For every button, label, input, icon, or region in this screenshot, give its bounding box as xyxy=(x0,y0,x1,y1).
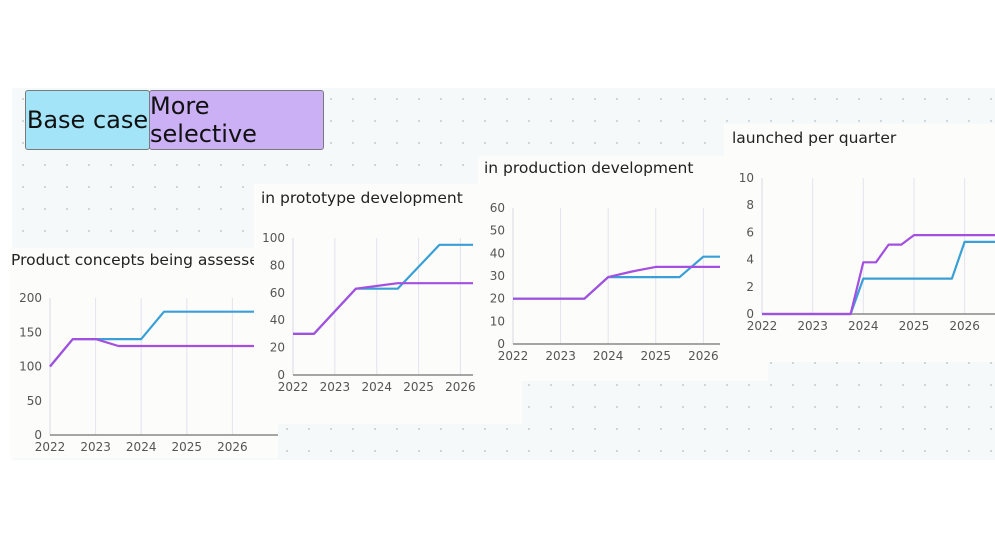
chart-title: launched per quarter xyxy=(732,129,897,147)
x-tick-label: 2026 xyxy=(949,319,980,333)
chart-panel-concepts: Product concepts being assessed xyxy=(10,248,278,458)
x-tick-label: 2026 xyxy=(688,349,719,363)
x-tick-label: 2024 xyxy=(593,349,624,363)
y-tick-label: 0 xyxy=(277,368,285,382)
y-tick-label: 200 xyxy=(19,291,42,305)
x-tick-label: 2026 xyxy=(217,440,248,454)
y-tick-label: 40 xyxy=(270,313,285,327)
y-tick-label: 100 xyxy=(262,231,285,245)
y-tick-label: 50 xyxy=(490,224,505,238)
x-tick-label: 2022 xyxy=(35,440,66,454)
x-tick-label: 2023 xyxy=(797,319,828,333)
y-tick-label: 100 xyxy=(19,360,42,374)
y-tick-label: 0 xyxy=(746,307,754,321)
prototype-chart: 0 20 40 60 80 100 2022 2023 2024 2025 2026 xyxy=(262,231,476,394)
y-tick-label: 10 xyxy=(739,171,754,185)
y-tick-label: 0 xyxy=(34,428,42,442)
chart-title: Product concepts being assessed xyxy=(11,251,269,269)
y-tick-label: 60 xyxy=(270,286,285,300)
y-tick-label: 4 xyxy=(746,253,754,267)
x-tick-label: 2024 xyxy=(848,319,879,333)
series-line-more-selective xyxy=(293,282,473,336)
series-line-more-selective xyxy=(49,337,278,368)
y-tick-label: 60 xyxy=(490,201,505,215)
x-tick-label: 2023 xyxy=(80,440,111,454)
x-tick-label: 2022 xyxy=(498,349,529,363)
y-tick-label: 20 xyxy=(270,341,285,355)
y-tick-label: 30 xyxy=(490,269,505,283)
y-tick-label: 150 xyxy=(19,325,42,339)
production-chart: 0 10 20 30 40 50 60 2022 2023 2024 2025 2026 xyxy=(490,201,720,363)
chart-panel-launched: launched per quarter xyxy=(724,124,995,362)
launched-chart: 0 2 4 6 8 10 2022 2023 2024 2025 2026 xyxy=(739,171,995,333)
x-tick-label: 2022 xyxy=(278,380,309,394)
chart-title: in prototype development xyxy=(261,189,463,207)
x-tick-label: 2025 xyxy=(640,349,671,363)
chart-title: in production development xyxy=(484,159,694,177)
concepts-chart: 0 50 100 150 200 2022 2023 2024 2025 2026 xyxy=(19,291,278,454)
x-tick-label: 2023 xyxy=(545,349,576,363)
y-tick-label: 6 xyxy=(746,225,754,239)
x-tick-label: 2025 xyxy=(172,440,203,454)
series-line-base-case xyxy=(762,240,995,316)
y-tick-label: 40 xyxy=(490,246,505,260)
chart-panel-prototype: in prototype development xyxy=(254,184,522,424)
y-tick-label: 10 xyxy=(490,314,505,328)
series-line-more-selective xyxy=(762,233,995,316)
x-tick-label: 2024 xyxy=(361,380,392,394)
x-tick-label: 2023 xyxy=(320,380,351,394)
x-tick-label: 2026 xyxy=(445,380,476,394)
y-tick-label: 2 xyxy=(746,280,754,294)
y-tick-label: 8 xyxy=(746,198,754,212)
x-tick-label: 2025 xyxy=(403,380,434,394)
y-tick-label: 0 xyxy=(497,337,505,351)
y-tick-label: 20 xyxy=(490,292,505,306)
y-tick-label: 80 xyxy=(270,258,285,272)
x-tick-label: 2024 xyxy=(126,440,157,454)
x-tick-label: 2022 xyxy=(747,319,778,333)
series-line-base-case xyxy=(513,255,720,300)
more-selective-button[interactable]: More selective xyxy=(149,90,324,150)
series-line-more-selective xyxy=(513,265,720,300)
y-tick-label: 50 xyxy=(27,394,42,408)
series-line-base-case xyxy=(293,243,473,336)
base-case-button[interactable]: Base case xyxy=(25,90,150,150)
x-tick-label: 2025 xyxy=(899,319,930,333)
